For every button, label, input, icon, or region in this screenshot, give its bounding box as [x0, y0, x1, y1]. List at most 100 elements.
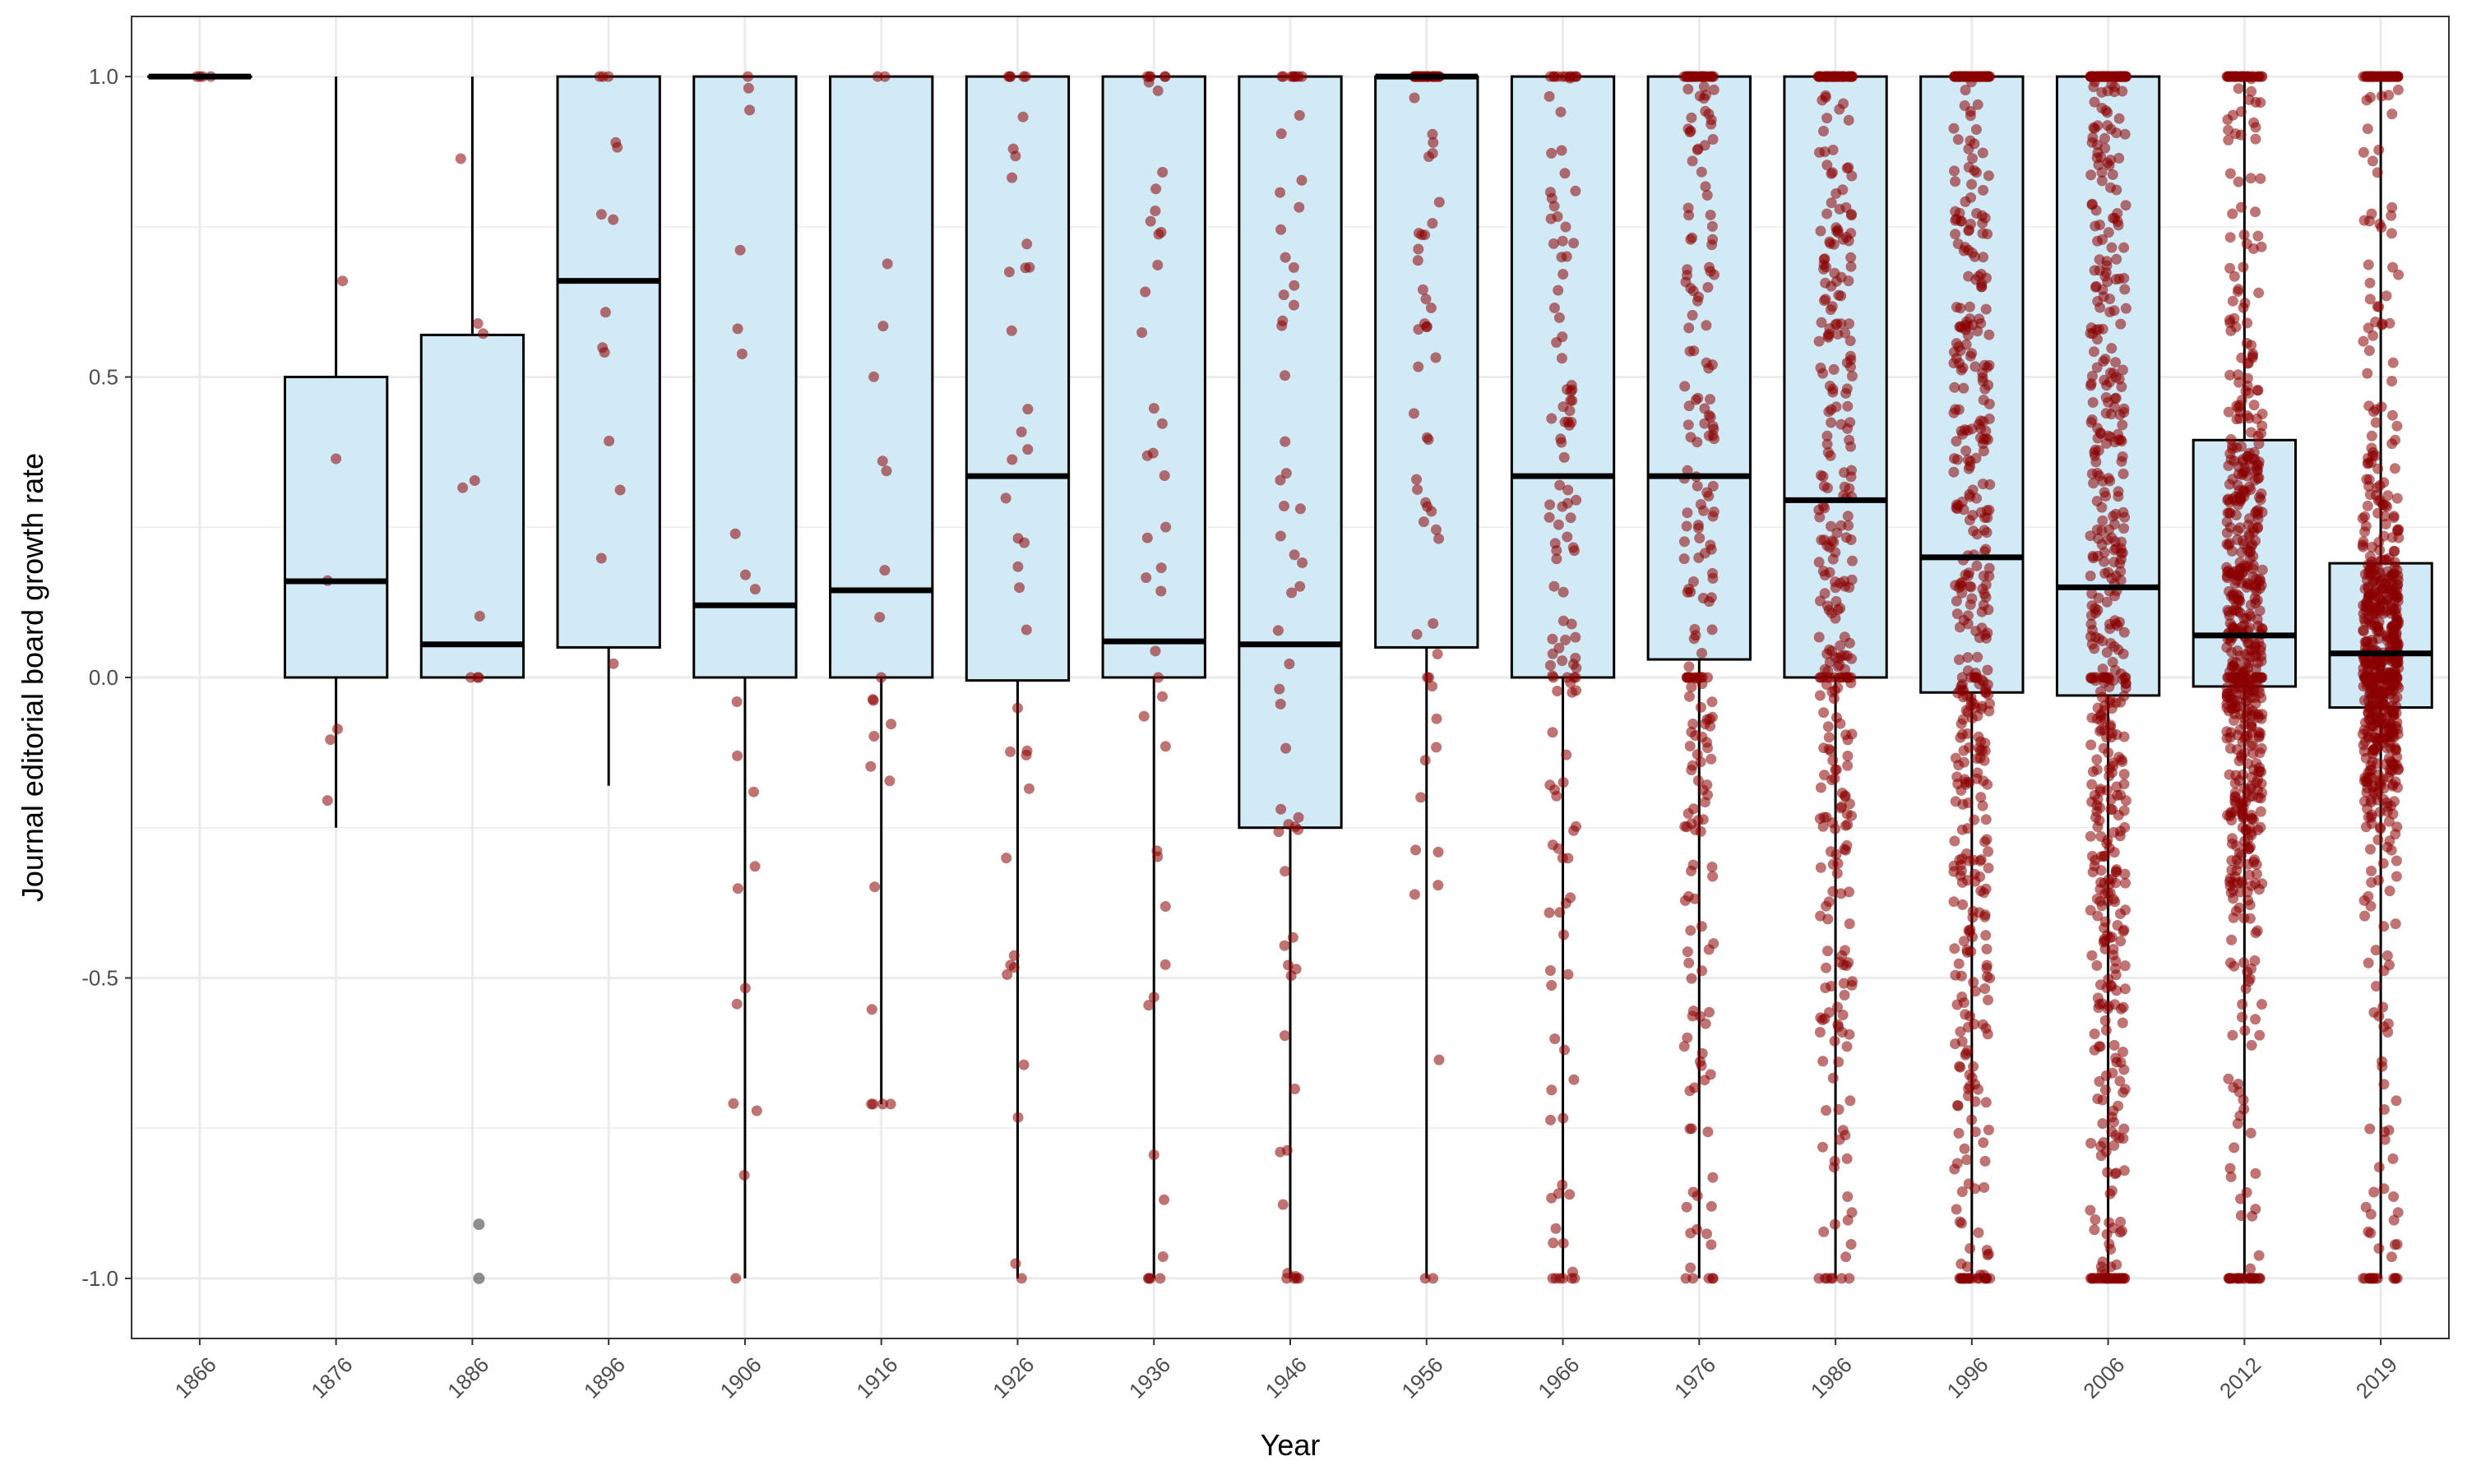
data-point [2391, 1239, 2403, 1250]
data-point [744, 104, 756, 116]
data-point [2085, 571, 2096, 581]
data-point [1982, 229, 1993, 240]
data-point [1699, 548, 1710, 559]
data-point [1831, 848, 1842, 860]
data-point [2232, 286, 2243, 297]
data-point [2363, 811, 2374, 823]
data-point [2392, 782, 2404, 793]
data-point [1554, 479, 1566, 491]
data-point [1274, 683, 1285, 695]
data-point [1975, 854, 1987, 865]
data-point [2256, 999, 2267, 1010]
data-point [1571, 494, 1582, 506]
data-point [1409, 92, 1420, 104]
data-point [1143, 1000, 1155, 1011]
data-point [1155, 585, 1167, 597]
data-point [2233, 756, 2245, 766]
data-point [604, 435, 615, 446]
data-point [2247, 560, 2259, 571]
data-point [1280, 742, 1292, 754]
data-point [1980, 930, 1992, 941]
data-point [1417, 284, 1428, 295]
data-point [736, 349, 748, 359]
data-point [1273, 826, 1284, 838]
data-point [2372, 758, 2383, 770]
data-point [1554, 907, 1566, 918]
data-point [2112, 789, 2123, 801]
data-point [1283, 819, 1294, 830]
data-point [1421, 321, 1433, 332]
data-point [1565, 677, 1576, 688]
data-point [1958, 382, 1969, 394]
data-point [1696, 965, 1708, 977]
data-point [2119, 868, 2131, 880]
data-point [2245, 651, 2256, 663]
data-point [1829, 773, 1840, 784]
data-point [1694, 533, 1706, 543]
data-point [1544, 90, 1555, 102]
data-point [2390, 918, 2401, 930]
data-point [1956, 681, 1967, 692]
data-point [2234, 557, 2246, 568]
data-point [1840, 580, 1851, 592]
data-point [1280, 866, 1291, 877]
data-point [2102, 1167, 2113, 1178]
data-point [2253, 727, 2265, 737]
data-point [2106, 532, 2118, 543]
data-point [1000, 492, 1011, 504]
data-point [2389, 693, 2400, 705]
data-point [1546, 147, 1557, 159]
data-point [1951, 499, 1962, 511]
data-point [1552, 71, 1563, 82]
box-1896 [556, 75, 661, 649]
data-point [2386, 438, 2398, 450]
data-point [1012, 561, 1024, 572]
data-point [1548, 303, 1560, 313]
data-point [1294, 580, 1306, 592]
data-point [2386, 706, 2397, 717]
data-point [1415, 792, 1427, 803]
data-point [1983, 1124, 1994, 1135]
data-point [1827, 885, 1839, 897]
data-point [1698, 71, 1709, 82]
data-point [1294, 201, 1305, 213]
data-point [1280, 252, 1291, 263]
data-point [2108, 1116, 2119, 1128]
data-point [1953, 760, 1965, 771]
data-point [1562, 484, 1574, 496]
box-1946 [1238, 75, 1343, 830]
data-point [1143, 1273, 1154, 1284]
data-point [1564, 405, 1576, 417]
data-point [2238, 229, 2250, 241]
data-point [1969, 814, 1980, 825]
data-point [1556, 353, 1567, 364]
data-point [1976, 674, 1988, 686]
data-point [2225, 590, 2237, 602]
data-point [1975, 792, 1987, 803]
data-point [2373, 301, 2385, 312]
data-point [1816, 534, 1827, 546]
data-point [2249, 955, 2261, 966]
data-point [1431, 524, 1442, 535]
data-point [1692, 815, 1704, 826]
data-point [1984, 478, 1996, 490]
data-point [2104, 1188, 2116, 1200]
data-point [1692, 749, 1703, 760]
data-point [2088, 552, 2099, 564]
data-point [2371, 981, 2382, 992]
data-point [1153, 672, 1164, 683]
data-point [2254, 765, 2266, 777]
data-point [2377, 858, 2389, 869]
data-point [2094, 1041, 2106, 1052]
data-point [1571, 662, 1582, 673]
data-point [2091, 800, 2103, 811]
data-point [1953, 1127, 1965, 1139]
data-point [2252, 620, 2264, 631]
data-point [1150, 183, 1162, 195]
data-point [1692, 437, 1703, 448]
data-point [1973, 731, 1984, 742]
data-point [1960, 424, 1970, 436]
data-point [2246, 73, 2257, 85]
data-point [2373, 1010, 2385, 1022]
data-point [1817, 368, 1829, 379]
